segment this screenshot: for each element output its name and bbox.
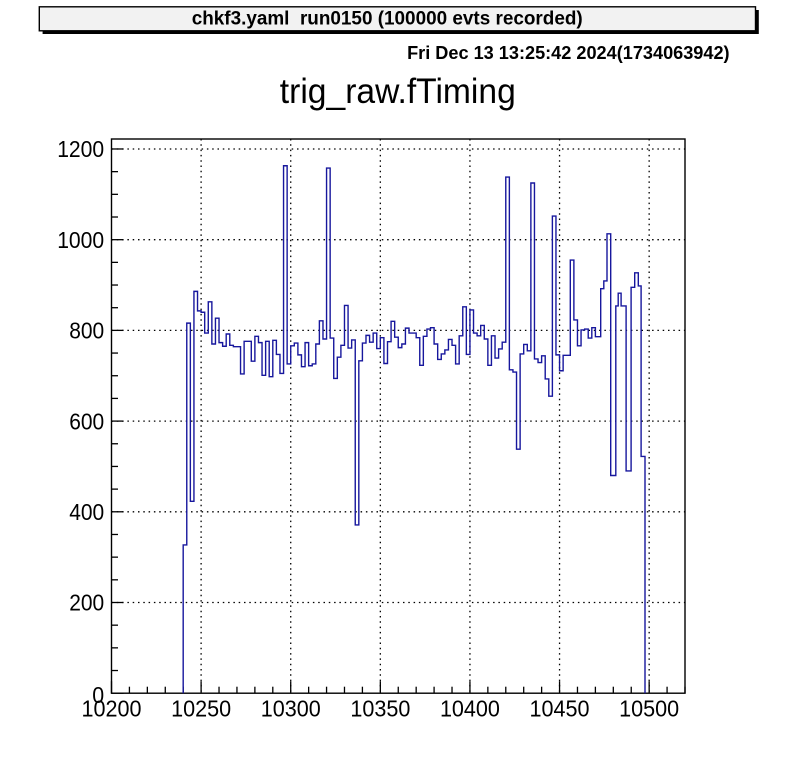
svg-text:200: 200	[69, 590, 104, 616]
svg-text:trig_raw.fTiming: trig_raw.fTiming	[280, 72, 516, 111]
svg-text:1200: 1200	[57, 136, 104, 162]
svg-text:1000: 1000	[57, 227, 104, 253]
svg-text:400: 400	[69, 499, 104, 525]
svg-text:600: 600	[69, 408, 104, 434]
svg-text:10500: 10500	[619, 696, 679, 722]
svg-text:10350: 10350	[350, 696, 410, 722]
svg-text:0: 0	[92, 682, 104, 708]
svg-text:800: 800	[69, 318, 104, 344]
svg-text:10450: 10450	[530, 696, 590, 722]
svg-text:10200: 10200	[82, 696, 142, 722]
svg-text:10300: 10300	[261, 696, 321, 722]
svg-text:10250: 10250	[171, 696, 231, 722]
svg-text:Fri Dec 13 13:25:42 2024(17340: Fri Dec 13 13:25:42 2024(1734063942)	[407, 42, 730, 63]
svg-text:10400: 10400	[440, 696, 500, 722]
svg-text:chkf3.yaml run0150 (100000 ev: chkf3.yaml run0150 (100000 evts recorded…	[192, 8, 583, 30]
